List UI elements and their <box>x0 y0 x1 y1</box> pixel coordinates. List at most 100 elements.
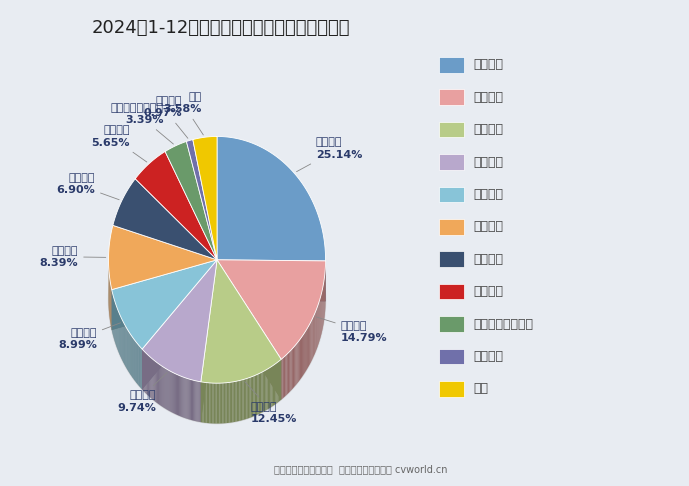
Polygon shape <box>293 347 294 388</box>
Polygon shape <box>313 315 314 357</box>
Text: 中国重汽
8.99%: 中国重汽 8.99% <box>58 323 121 350</box>
Polygon shape <box>278 361 279 402</box>
Polygon shape <box>258 373 260 414</box>
Polygon shape <box>265 370 267 411</box>
Polygon shape <box>254 376 255 417</box>
Polygon shape <box>158 364 159 404</box>
Polygon shape <box>224 383 225 423</box>
Bar <box>439 219 464 235</box>
Polygon shape <box>303 333 304 375</box>
Polygon shape <box>212 383 214 423</box>
Polygon shape <box>241 380 243 420</box>
Polygon shape <box>169 371 171 412</box>
Text: 陕汽集团: 陕汽集团 <box>474 253 504 266</box>
Polygon shape <box>264 370 265 412</box>
Polygon shape <box>223 383 224 423</box>
Polygon shape <box>148 355 149 396</box>
Polygon shape <box>282 357 284 399</box>
Polygon shape <box>181 376 183 417</box>
Polygon shape <box>252 376 254 417</box>
Polygon shape <box>147 354 148 396</box>
Bar <box>439 57 464 72</box>
Polygon shape <box>240 380 241 421</box>
Polygon shape <box>113 179 217 260</box>
Bar <box>439 316 464 332</box>
Polygon shape <box>287 353 288 395</box>
Polygon shape <box>146 353 147 395</box>
Polygon shape <box>214 383 215 424</box>
Polygon shape <box>236 381 238 421</box>
Polygon shape <box>172 372 173 413</box>
Polygon shape <box>305 330 306 372</box>
Polygon shape <box>163 366 164 408</box>
Polygon shape <box>207 382 208 423</box>
Text: 三一集团
25.14%: 三一集团 25.14% <box>296 138 362 172</box>
Polygon shape <box>159 364 160 405</box>
Polygon shape <box>143 350 144 391</box>
Polygon shape <box>269 367 270 408</box>
Polygon shape <box>160 364 161 406</box>
Polygon shape <box>167 370 169 411</box>
Polygon shape <box>229 382 231 423</box>
Polygon shape <box>217 137 325 261</box>
Bar <box>439 348 464 364</box>
Polygon shape <box>247 378 248 419</box>
Polygon shape <box>179 375 180 416</box>
Polygon shape <box>137 343 138 384</box>
Polygon shape <box>275 363 276 404</box>
Polygon shape <box>139 346 140 387</box>
Text: 一汽解放
12.45%: 一汽解放 12.45% <box>245 382 296 424</box>
Polygon shape <box>152 359 154 400</box>
Polygon shape <box>300 338 301 380</box>
Text: 宇通集团
9.74%: 宇通集团 9.74% <box>117 372 167 413</box>
Polygon shape <box>175 374 176 415</box>
Polygon shape <box>187 139 217 260</box>
Polygon shape <box>225 382 227 423</box>
Polygon shape <box>260 372 261 414</box>
Text: 北奔重汽
0.97%: 北奔重汽 0.97% <box>143 96 188 139</box>
Polygon shape <box>307 327 308 369</box>
Text: 徐工汽车
14.79%: 徐工汽车 14.79% <box>316 317 387 343</box>
Polygon shape <box>112 260 217 349</box>
Polygon shape <box>200 260 281 383</box>
Text: 2024年1-12月充电重卡品牌市场份额占比一览: 2024年1-12月充电重卡品牌市场份额占比一览 <box>91 19 350 37</box>
Polygon shape <box>165 141 217 260</box>
Polygon shape <box>200 260 217 422</box>
Polygon shape <box>263 371 264 412</box>
Polygon shape <box>142 349 143 390</box>
Polygon shape <box>142 260 217 389</box>
Polygon shape <box>267 369 268 410</box>
Polygon shape <box>288 352 289 394</box>
Polygon shape <box>155 361 156 402</box>
Polygon shape <box>176 374 177 415</box>
Polygon shape <box>217 260 281 399</box>
Polygon shape <box>227 382 228 423</box>
Polygon shape <box>268 368 269 409</box>
Polygon shape <box>251 377 252 417</box>
Polygon shape <box>178 375 179 416</box>
Polygon shape <box>196 381 198 421</box>
Polygon shape <box>205 382 207 423</box>
Polygon shape <box>150 357 151 398</box>
Polygon shape <box>161 365 162 406</box>
Polygon shape <box>174 373 175 414</box>
Polygon shape <box>142 260 217 382</box>
Polygon shape <box>216 383 218 424</box>
Polygon shape <box>192 380 193 420</box>
Polygon shape <box>162 366 163 407</box>
Polygon shape <box>284 356 285 398</box>
Polygon shape <box>177 375 178 416</box>
Polygon shape <box>291 348 293 390</box>
Polygon shape <box>164 367 165 408</box>
Polygon shape <box>220 383 221 423</box>
Polygon shape <box>217 260 325 301</box>
Polygon shape <box>276 362 278 403</box>
Polygon shape <box>301 336 302 379</box>
Polygon shape <box>209 383 211 423</box>
Polygon shape <box>302 335 303 377</box>
Text: 福田汽车
5.65%: 福田汽车 5.65% <box>92 125 147 162</box>
Text: 远程新能源商用车: 远程新能源商用车 <box>474 317 534 330</box>
Polygon shape <box>198 382 200 422</box>
Polygon shape <box>296 343 298 384</box>
Bar <box>439 284 464 299</box>
